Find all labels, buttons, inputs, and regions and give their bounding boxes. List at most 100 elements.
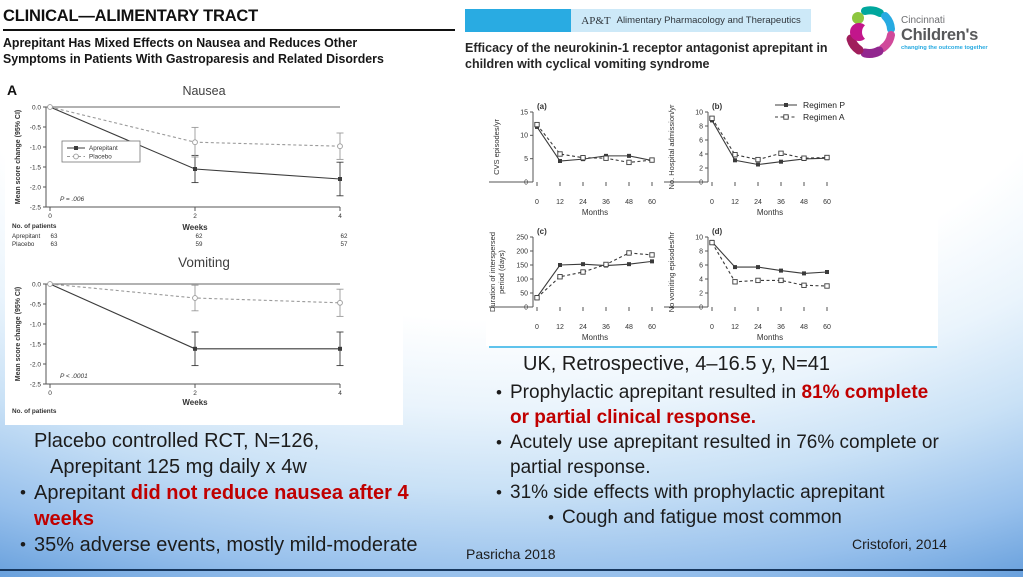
svg-text:0: 0	[48, 213, 52, 220]
svg-text:Placebo: Placebo	[12, 241, 35, 248]
svg-text:0: 0	[535, 199, 539, 206]
svg-text:24: 24	[754, 199, 762, 206]
logo-line2: Children's	[901, 26, 979, 45]
bullet-marker: •	[20, 535, 26, 554]
svg-text:36: 36	[602, 324, 610, 331]
cincinnati-childrens-logo-icon	[845, 5, 897, 64]
svg-text:Mean score change (95% CI): Mean score change (95% CI)	[15, 287, 22, 382]
vomiting-episodes-chart: 0 2 4 6 8 10 0 12 24 36 48 60 No vomiting episodes/h…	[664, 221, 876, 343]
svg-text:Aprepitant: Aprepitant	[12, 233, 40, 240]
right-bullet-list: • Prophylactic aprepitant resulted in 81%…	[488, 380, 950, 530]
left-article-title: Aprepitant Has Mixed Effects on Nausea a…	[3, 36, 447, 67]
bullet-item: • 35% adverse events, mostly mild-moderat…	[12, 532, 464, 558]
svg-text:-2.0: -2.0	[30, 184, 42, 191]
svg-text:No. of patients: No. of patients	[12, 408, 57, 415]
bullet-marker: •	[20, 483, 26, 502]
bullet-text: 35% adverse events, mostly mild-moderate	[34, 534, 418, 556]
bottom-rule	[0, 569, 1023, 571]
bullet-marker: •	[496, 433, 502, 452]
svg-text:8: 8	[699, 123, 703, 130]
nausea-chart: 0.0 -0.5 -1.0 -1.5 -2.0 -2.5 0 2 4 Aprepitant Plac…	[10, 97, 404, 249]
svg-text:4: 4	[338, 390, 342, 397]
svg-text:Weeks: Weeks	[182, 223, 208, 232]
svg-text:Duration of interspersed: Duration of interspersed	[489, 232, 497, 312]
svg-text:6: 6	[699, 137, 703, 144]
svg-text:12: 12	[556, 199, 564, 206]
bullet-text: 31% side effects with prophylactic aprep…	[510, 482, 885, 503]
interspersed-duration-chart: 0 50 100 150 200 250 0 12 24 36 48 60 Duration of in…	[488, 221, 701, 343]
bullet-item: • Acutely use aprepitant resulted in 76% …	[488, 430, 950, 480]
svg-text:2: 2	[699, 290, 703, 297]
bullet-marker: •	[496, 383, 502, 402]
svg-text:100: 100	[516, 276, 528, 283]
svg-text:0: 0	[699, 179, 703, 186]
svg-text:4: 4	[338, 213, 342, 220]
svg-text:2: 2	[193, 390, 197, 397]
svg-text:-0.5: -0.5	[30, 124, 42, 131]
svg-text:period (days): period (days)	[497, 250, 506, 294]
journal-section-header: CLINICAL—ALIMENTARY TRACT	[3, 6, 259, 25]
svg-text:48: 48	[625, 324, 633, 331]
logo-tagline: changing the outcome together	[901, 44, 988, 51]
svg-text:2: 2	[699, 165, 703, 172]
svg-text:63: 63	[51, 233, 58, 240]
bullet-item: • Prophylactic aprepitant resulted in 81%…	[488, 380, 950, 430]
svg-text:36: 36	[602, 199, 610, 206]
svg-text:48: 48	[625, 199, 633, 206]
cincinnati-childrens-logo: Cincinnati Children's changing the outco…	[845, 5, 1021, 63]
svg-text:24: 24	[754, 324, 762, 331]
svg-text:60: 60	[823, 199, 831, 206]
left-summary-block: Placebo controlled RCT, N=126, Aprepitan…	[12, 428, 464, 558]
svg-text:0: 0	[535, 324, 539, 331]
svg-text:60: 60	[648, 199, 656, 206]
bullet-marker: •	[496, 483, 502, 502]
bullet-text: Prophylactic aprepitant resulted in 81% …	[510, 382, 929, 428]
svg-text:-2.0: -2.0	[30, 361, 42, 368]
svg-text:Placebo: Placebo	[89, 154, 112, 161]
svg-text:6: 6	[699, 262, 703, 269]
citation-cristofori: Cristofori, 2014	[852, 536, 947, 552]
svg-text:-0.5: -0.5	[30, 301, 42, 308]
svg-text:P < .0001: P < .0001	[60, 373, 88, 380]
svg-text:2: 2	[193, 213, 197, 220]
svg-text:0: 0	[48, 390, 52, 397]
figure-legend: Regimen P Regimen A	[774, 100, 845, 122]
svg-text:62: 62	[196, 233, 203, 240]
svg-text:60: 60	[823, 324, 831, 331]
svg-text:10: 10	[695, 234, 703, 241]
svg-text:Months: Months	[757, 208, 783, 217]
svg-text:-1.0: -1.0	[30, 321, 42, 328]
vomiting-chart-title: Vomiting	[178, 255, 230, 270]
left-bullet-list: • Aprepitant did not reduce nausea after …	[12, 480, 464, 558]
svg-text:0: 0	[710, 199, 714, 206]
study-line: UK, Retrospective, 4–16.5 y, N=41	[523, 353, 831, 375]
figure-panel-label: A	[7, 82, 18, 98]
section-divider	[489, 346, 937, 348]
svg-text:4: 4	[699, 151, 703, 158]
journal-banner: AP&T Alimentary Pharmacology and Therape…	[465, 9, 811, 32]
svg-text:10: 10	[520, 133, 528, 140]
svg-text:Aprepitant: Aprepitant	[89, 145, 118, 152]
svg-text:15: 15	[520, 109, 528, 116]
svg-text:8: 8	[699, 248, 703, 255]
svg-text:0: 0	[699, 304, 703, 311]
bullet-text: Aprepitant did not reduce nausea after 4…	[34, 482, 409, 530]
journal-name: Alimentary Pharmacology and Therapeutics	[616, 15, 801, 26]
svg-text:150: 150	[516, 262, 528, 269]
svg-text:0: 0	[524, 179, 528, 186]
svg-text:(b): (b)	[712, 102, 723, 111]
svg-text:Months: Months	[582, 333, 608, 342]
citation-pasricha: Pasricha 2018	[466, 546, 556, 562]
svg-text:57: 57	[341, 241, 348, 248]
header-rule	[3, 29, 455, 31]
svg-text:No vomiting episodes/hr: No vomiting episodes/hr	[667, 231, 676, 312]
left-summary-line1: Placebo controlled RCT, N=126,	[34, 430, 320, 452]
svg-text:36: 36	[777, 324, 785, 331]
svg-text:0.0: 0.0	[32, 104, 41, 111]
svg-text:(c): (c)	[537, 227, 547, 236]
logo-text: Cincinnati Children's changing the outco…	[901, 16, 988, 51]
right-article-title: Efficacy of the neurokinin-1 receptor an…	[465, 41, 828, 71]
svg-text:24: 24	[579, 324, 587, 331]
cvs-episodes-chart: 0 5 10 15 0 12 24 36 48 60 CVS episodes/yr (a) Month…	[489, 96, 701, 218]
